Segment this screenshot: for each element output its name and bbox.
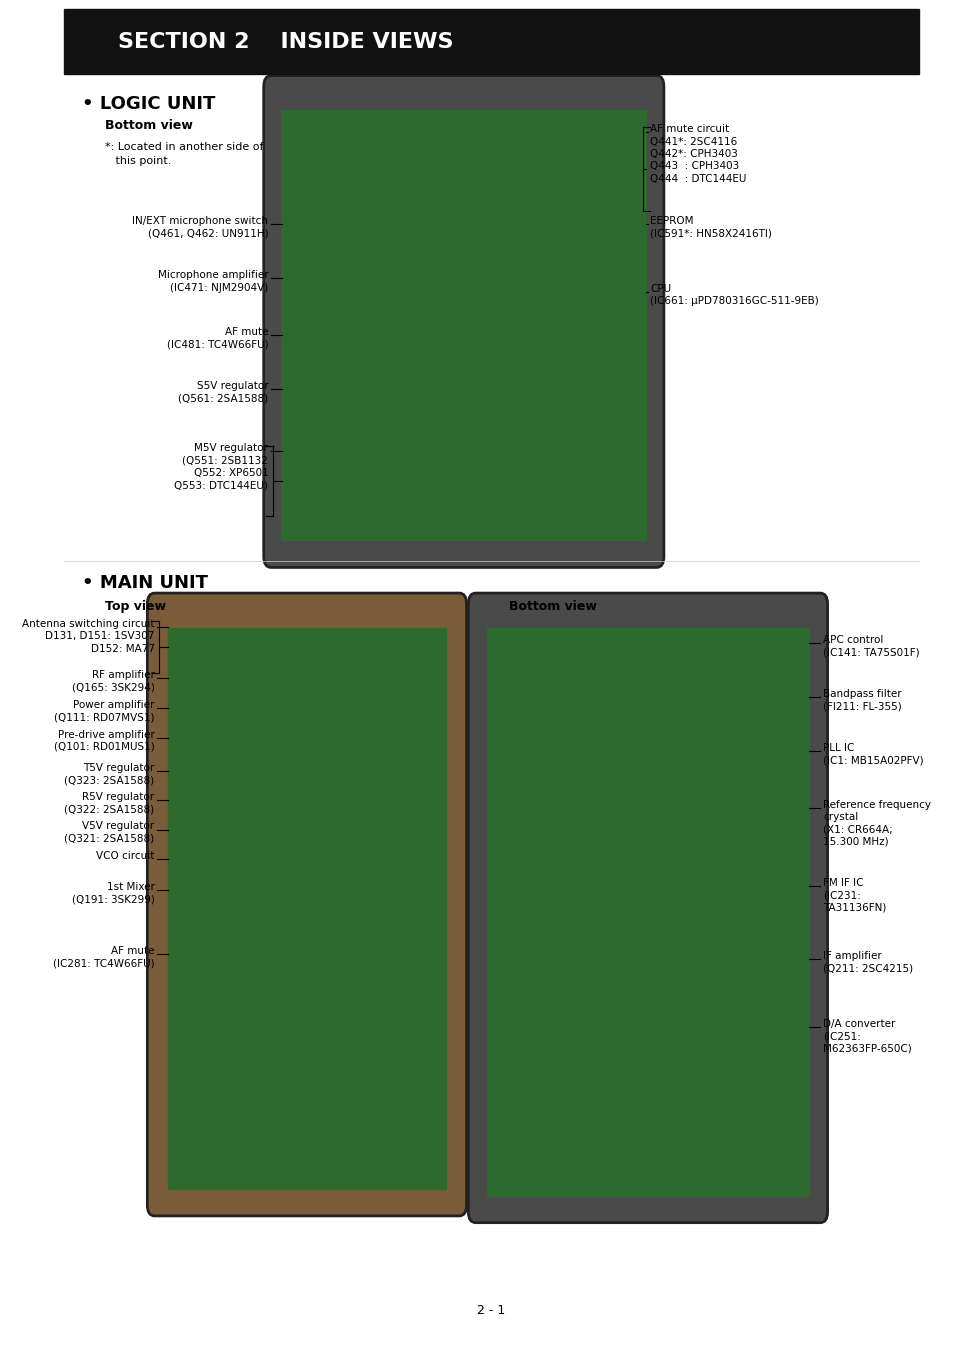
Text: T5V regulator
(Q323: 2SA1588): T5V regulator (Q323: 2SA1588) (65, 763, 154, 786)
Text: Power amplifier
(Q111: RD07MVS1): Power amplifier (Q111: RD07MVS1) (54, 700, 154, 723)
FancyBboxPatch shape (147, 593, 466, 1216)
Text: D/A converter
(IC251:
M62363FP-650C): D/A converter (IC251: M62363FP-650C) (822, 1019, 911, 1054)
Text: IN/EXT microphone switch
(Q461, Q462: UN911H): IN/EXT microphone switch (Q461, Q462: UN… (132, 216, 268, 239)
Text: Microphone amplifier
(IC471: NJM2904V): Microphone amplifier (IC471: NJM2904V) (157, 270, 268, 293)
Text: Top view: Top view (105, 600, 166, 613)
Text: V5V regulator
(Q321: 2SA1588): V5V regulator (Q321: 2SA1588) (65, 821, 154, 844)
Text: IF amplifier
(Q211: 2SC4215): IF amplifier (Q211: 2SC4215) (822, 951, 912, 974)
Bar (282, 111, 645, 540)
Text: PLL IC
(IC1: MB15A02PFV): PLL IC (IC1: MB15A02PFV) (822, 743, 923, 766)
FancyBboxPatch shape (263, 76, 663, 567)
Text: Pre-drive amplifier
(Q101: RD01MUS1): Pre-drive amplifier (Q101: RD01MUS1) (53, 730, 154, 753)
Text: Bottom view: Bottom view (105, 119, 193, 132)
Text: AF mute
(IC481: TC4W66FU): AF mute (IC481: TC4W66FU) (167, 327, 268, 350)
Text: Bandpass filter
(FI211: FL-355): Bandpass filter (FI211: FL-355) (822, 689, 901, 712)
Text: S5V regulator
(Q561: 2SA1588): S5V regulator (Q561: 2SA1588) (178, 381, 268, 404)
Bar (486, 628, 808, 1196)
Text: R5V regulator
(Q322: 2SA1588): R5V regulator (Q322: 2SA1588) (65, 792, 154, 815)
Text: • MAIN UNIT: • MAIN UNIT (82, 574, 208, 592)
Text: AF mute circuit
Q441*: 2SC4116
Q442*: CPH3403
Q443  : CPH3403
Q444  : DTC144EU: AF mute circuit Q441*: 2SC4116 Q442*: CP… (650, 124, 746, 184)
Text: CPU
(IC661: μPD780316GC-511-9EB): CPU (IC661: μPD780316GC-511-9EB) (650, 284, 818, 307)
Text: 2 - 1: 2 - 1 (476, 1304, 505, 1317)
Text: RF amplifier
(Q165: 3SK294): RF amplifier (Q165: 3SK294) (71, 670, 154, 693)
Text: Bottom view: Bottom view (509, 600, 597, 613)
Text: M5V regulator
(Q551: 2SB1132
Q552: XP6501
Q553: DTC144EU): M5V regulator (Q551: 2SB1132 Q552: XP650… (174, 443, 268, 490)
Text: VCO circuit: VCO circuit (96, 851, 154, 861)
Text: • LOGIC UNIT: • LOGIC UNIT (82, 95, 215, 112)
Bar (168, 628, 445, 1189)
Text: AF mute
(IC281: TC4W66FU): AF mute (IC281: TC4W66FU) (53, 946, 154, 969)
Text: Reference frequency
crystal
(X1: CR664A;
15.300 MHz): Reference frequency crystal (X1: CR664A;… (822, 800, 930, 847)
Text: Antenna switching circuit
D131, D151: 1SV307
D152: MA77: Antenna switching circuit D131, D151: 1S… (22, 619, 154, 654)
Text: FM IF IC
(IC231:
TA31136FN): FM IF IC (IC231: TA31136FN) (822, 878, 885, 913)
Text: 1st Mixer
(Q191: 3SK299): 1st Mixer (Q191: 3SK299) (71, 882, 154, 905)
Text: SECTION 2    INSIDE VIEWS: SECTION 2 INSIDE VIEWS (118, 32, 454, 51)
Text: EEPROM
(IC591*: HN58X2416TI): EEPROM (IC591*: HN58X2416TI) (650, 216, 771, 239)
Bar (64, 9, 918, 74)
Text: *: Located in another side of
   this point.: *: Located in another side of this point… (105, 142, 263, 166)
FancyBboxPatch shape (468, 593, 826, 1223)
Text: APC control
(IC141: TA75S01F): APC control (IC141: TA75S01F) (822, 635, 919, 658)
